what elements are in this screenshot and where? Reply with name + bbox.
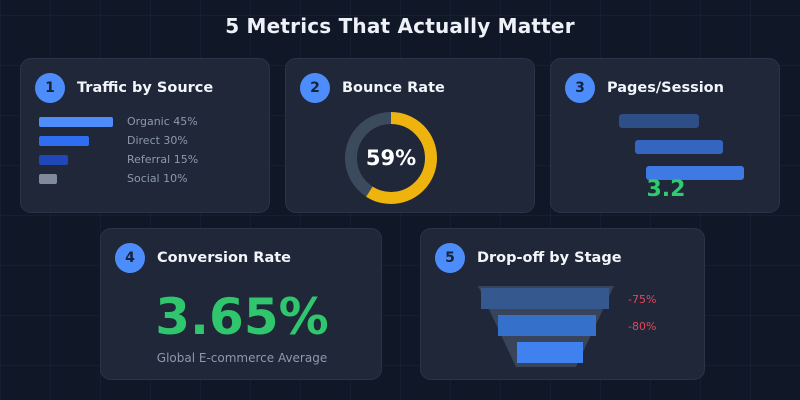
card-title: Traffic by Source <box>77 80 214 96</box>
badge-number: 2 <box>300 73 330 103</box>
legend-row: Referral 15% <box>39 152 254 168</box>
pages-bar-1 <box>619 114 699 128</box>
card-title: Conversion Rate <box>157 250 292 266</box>
conversion-rate-subtitle: Global E-commerce Average <box>156 351 328 365</box>
card-conversion-rate: 4 Conversion Rate 3.65% Global E-commerc… <box>100 228 382 380</box>
traffic-bar-social <box>39 174 57 184</box>
card-bounce-rate: 2 Bounce Rate 59% <box>285 58 535 213</box>
donut-center-value: 59% <box>365 146 417 170</box>
funnel-bar-stage-1 <box>481 288 609 309</box>
card-header: 5 Drop-off by Stage <box>435 243 622 273</box>
donut-svg <box>345 112 437 204</box>
legend-label: Direct 30% <box>127 134 188 147</box>
card-title: Drop-off by Stage <box>477 250 622 266</box>
badge-number: 1 <box>35 73 65 103</box>
badge-number: 3 <box>565 73 595 103</box>
pages-bar-chart <box>551 114 781 214</box>
traffic-bar-referral <box>39 155 68 165</box>
drop-off-label-1: -75% <box>628 293 657 306</box>
card-header: 2 Bounce Rate <box>300 73 445 103</box>
card-title: Pages/Session <box>607 80 724 96</box>
card-header: 1 Traffic by Source <box>35 73 213 103</box>
card-drop-off-by-stage: 5 Drop-off by Stage -75% -80% <box>420 228 705 380</box>
badge-number: 4 <box>115 243 145 273</box>
page-title: 5 Metrics That Actually Matter <box>225 14 575 38</box>
conversion-rate-value: 3.65% <box>155 288 329 346</box>
legend-row: Social 10% <box>39 171 254 187</box>
traffic-legend-list: Organic 45% Direct 30% Referral 15% Soci… <box>39 114 254 190</box>
card-header: 3 Pages/Session <box>565 73 724 103</box>
funnel-bar-stage-2 <box>498 315 596 336</box>
funnel-bar-stage-3 <box>517 342 583 363</box>
card-pages-per-session: 3 Pages/Session 3.2 <box>550 58 780 213</box>
pages-bar-2 <box>635 140 723 154</box>
legend-row: Organic 45% <box>39 114 254 130</box>
pages-bar-3 <box>646 166 744 180</box>
card-title: Bounce Rate <box>342 80 445 96</box>
card-header: 4 Conversion Rate <box>115 243 291 273</box>
drop-off-label-2: -80% <box>628 320 657 333</box>
badge-number: 5 <box>435 243 465 273</box>
traffic-bar-direct <box>39 136 89 146</box>
legend-label: Social 10% <box>127 172 188 185</box>
donut-value-arc <box>345 112 437 204</box>
pages-value: 3.2 <box>646 177 686 202</box>
card-traffic-by-source: 1 Traffic by Source Organic 45% Direct 3… <box>20 58 270 213</box>
legend-row: Direct 30% <box>39 133 254 149</box>
legend-label: Referral 15% <box>127 153 199 166</box>
bounce-rate-donut-chart: 59% <box>344 111 438 205</box>
traffic-bar-organic <box>39 117 113 127</box>
legend-label: Organic 45% <box>127 115 198 128</box>
drop-off-funnel-chart: -75% -80% <box>476 284 656 369</box>
